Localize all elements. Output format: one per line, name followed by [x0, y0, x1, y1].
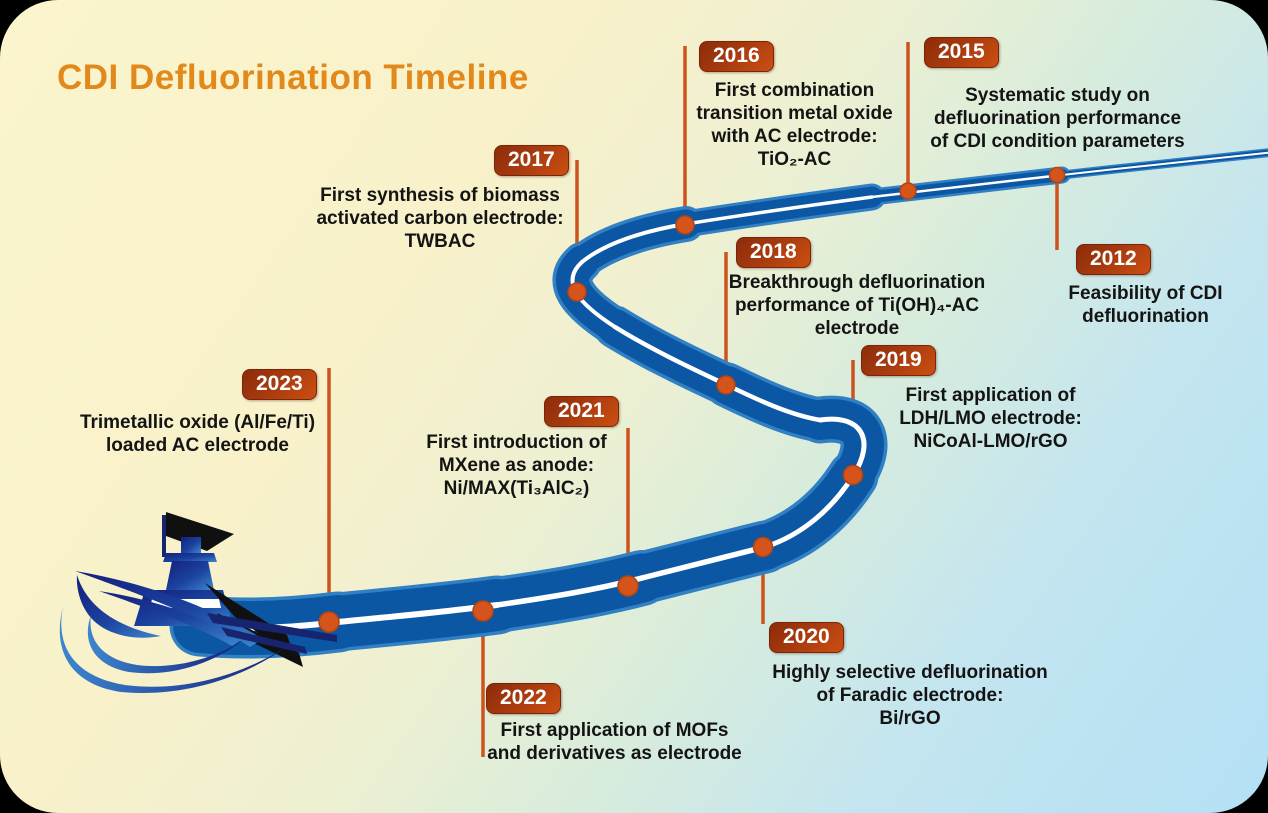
page-title: CDI Defluorination Timeline — [57, 58, 529, 97]
dot-2020 — [752, 536, 774, 558]
dot-2015 — [899, 182, 917, 200]
dot-2018 — [716, 375, 736, 395]
year-badge-2022: 2022 — [486, 683, 561, 714]
dot-2022 — [472, 600, 494, 622]
event-line: Trimetallic oxide (Al/Fe/Ti) — [79, 412, 316, 433]
event-line: Highly selective defluorination — [772, 662, 1048, 683]
event-line: First application of MOFs — [500, 720, 729, 741]
dot-2021 — [617, 575, 639, 597]
event-line: defluorination — [1082, 306, 1209, 327]
year-badge-2015: 2015 — [924, 37, 999, 68]
event-line: loaded AC electrode — [105, 435, 289, 456]
event-text-2022: First application of MOFs and derivative… — [437, 719, 792, 765]
year-badge-2020: 2020 — [769, 622, 844, 653]
event-line: performance of Ti(OH)₄-AC — [734, 295, 980, 316]
year-badge-2017: 2017 — [494, 145, 569, 176]
event-line: First introduction of — [426, 432, 607, 453]
event-text-2018: Breakthrough defluorination performance … — [697, 271, 1017, 340]
event-text-2017: First synthesis of biomass activated car… — [290, 184, 590, 253]
event-text-2019: First application of LDH/LMO electrode: … — [868, 384, 1113, 453]
year-badge-2023: 2023 — [242, 369, 317, 400]
event-line: First application of — [905, 385, 1076, 406]
event-line: defluorination performance — [933, 108, 1182, 129]
event-text-2021: First introduction of MXene as anode: Ni… — [394, 431, 639, 500]
event-line: First synthesis of biomass — [320, 185, 560, 206]
event-text-2016: First combination transition metal oxide… — [672, 79, 917, 171]
event-line: NiCoAl-LMO/rGO — [913, 431, 1068, 452]
ship-icon — [59, 512, 337, 693]
dot-2023 — [318, 611, 340, 633]
year-badge-2016: 2016 — [699, 41, 774, 72]
event-line: TWBAC — [404, 231, 476, 252]
dot-2019 — [842, 464, 864, 486]
event-line: and derivatives as electrode — [487, 743, 742, 764]
event-line: Breakthrough defluorination — [728, 272, 986, 293]
event-line: of Faradic electrode: — [816, 685, 1004, 706]
event-line: Bi/rGO — [879, 708, 941, 729]
event-line: activated carbon electrode: — [316, 208, 564, 229]
event-line: First combination — [714, 80, 875, 101]
dot-2012 — [1048, 166, 1066, 184]
event-line: transition metal oxide — [696, 103, 893, 124]
year-badge-2019: 2019 — [861, 345, 936, 376]
dot-2017 — [567, 282, 587, 302]
event-line: Systematic study on — [965, 85, 1150, 106]
event-text-2015: Systematic study on defluorination perfo… — [915, 84, 1200, 153]
event-line: Ni/MAX(Ti₃AlC₂) — [443, 478, 590, 499]
year-badge-2018: 2018 — [736, 237, 811, 268]
event-text-2023: Trimetallic oxide (Al/Fe/Ti) loaded AC e… — [55, 411, 340, 457]
year-badge-2012: 2012 — [1076, 244, 1151, 275]
event-text-2012: Feasibility of CDI defluorination — [1038, 282, 1253, 328]
event-line: LDH/LMO electrode: — [899, 408, 1082, 429]
event-line: TiO₂-AC — [757, 149, 832, 170]
milestone-dots — [318, 166, 1066, 633]
event-line: electrode — [814, 318, 900, 339]
event-line: with AC electrode: — [711, 126, 878, 147]
event-line: MXene as anode: — [438, 455, 595, 476]
event-line: Feasibility of CDI — [1068, 283, 1223, 304]
event-line: of CDI condition parameters — [930, 131, 1185, 152]
year-badge-2021: 2021 — [544, 396, 619, 427]
dot-2016 — [675, 215, 695, 235]
event-text-2020: Highly selective defluorination of Farad… — [744, 661, 1076, 730]
